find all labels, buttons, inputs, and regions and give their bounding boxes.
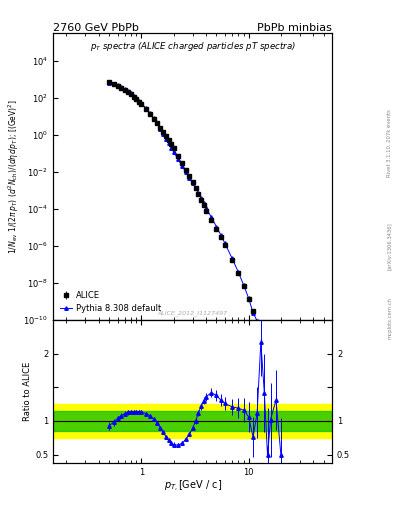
Text: [arXiv:1306.3436]: [arXiv:1306.3436]	[387, 222, 392, 270]
Text: ALICE_2012_I1127497: ALICE_2012_I1127497	[158, 310, 228, 316]
Text: PbPb minbias: PbPb minbias	[257, 23, 332, 32]
Y-axis label: $1 / N_\mathrm{ev}$ $1 / (2\pi\,p_T)$ $(d^2N_\mathrm{ch}) / (d\eta\,dp_T)$; $[(\: $1 / N_\mathrm{ev}$ $1 / (2\pi\,p_T)$ $(…	[6, 99, 21, 254]
Legend: ALICE, Pythia 8.308 default: ALICE, Pythia 8.308 default	[57, 289, 164, 316]
X-axis label: $p_{T,}$[GeV / c]: $p_{T,}$[GeV / c]	[163, 479, 222, 494]
Text: 2760 GeV PbPb: 2760 GeV PbPb	[53, 23, 139, 32]
Text: mcplots.cern.ch: mcplots.cern.ch	[387, 296, 392, 338]
Y-axis label: Ratio to ALICE: Ratio to ALICE	[23, 362, 32, 421]
Text: $p_T$ spectra (ALICE charged particles pT spectra): $p_T$ spectra (ALICE charged particles p…	[90, 40, 296, 53]
Text: Rivet 3.1.10, 207k events: Rivet 3.1.10, 207k events	[387, 110, 392, 177]
